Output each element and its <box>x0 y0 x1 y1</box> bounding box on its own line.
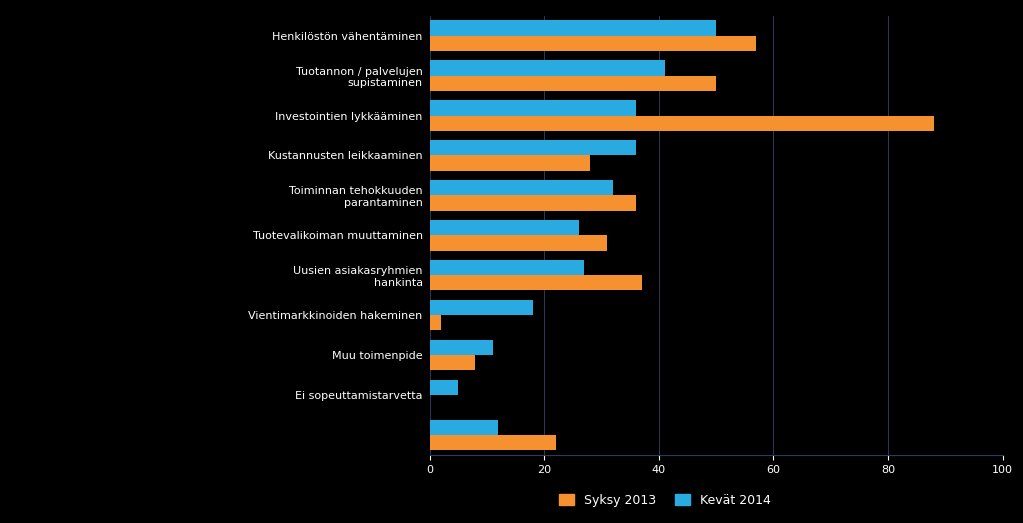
Bar <box>430 196 636 211</box>
Bar <box>430 180 613 196</box>
Bar <box>430 220 579 235</box>
Bar <box>430 260 584 275</box>
Bar <box>430 36 756 51</box>
Bar <box>430 315 441 331</box>
Legend: Syksy 2013, Kevät 2014: Syksy 2013, Kevät 2014 <box>554 488 775 511</box>
Bar <box>430 300 533 315</box>
Bar <box>430 20 716 36</box>
Bar <box>430 100 636 116</box>
Bar <box>430 140 636 155</box>
Bar <box>430 355 476 370</box>
Bar <box>430 76 716 91</box>
Bar <box>430 340 493 355</box>
Bar <box>430 61 665 76</box>
Bar <box>430 155 590 170</box>
Bar <box>430 275 641 290</box>
Bar <box>430 380 458 395</box>
Bar <box>430 116 934 131</box>
Bar <box>430 235 608 251</box>
Bar <box>430 420 498 435</box>
Bar <box>430 435 555 450</box>
